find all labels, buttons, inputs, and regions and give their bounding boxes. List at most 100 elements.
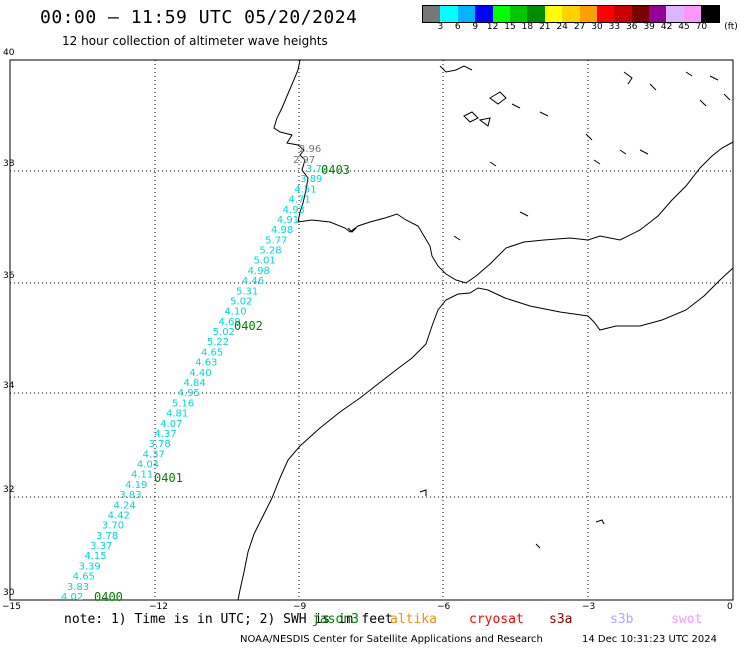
- colorbar-label: 9: [472, 22, 479, 32]
- colorbar-swatch: [579, 6, 597, 22]
- wave-height-label: 4.91: [277, 215, 299, 226]
- wave-height-label: 3.83: [119, 490, 141, 501]
- note-prefix: note: 1) Time is in UTC; 2) SWH is in fe…: [64, 612, 393, 627]
- map-subtitle: 12 hour collection of altimeter wave hei…: [62, 34, 328, 48]
- note-line: note: 1) Time is in UTC; 2) SWH is in fe…: [64, 612, 702, 627]
- wave-height-label: 4.15: [84, 551, 106, 562]
- wave-height-label: 4.42: [108, 510, 130, 521]
- wave-height-label: 3.72: [306, 164, 328, 175]
- colorbar-swatch: [492, 6, 510, 22]
- wave-height-label: 4.02: [61, 592, 83, 603]
- wave-height-label: 4.07: [160, 419, 182, 430]
- mission-jason3: jason3: [312, 612, 359, 627]
- wave-height-label: 4.40: [189, 368, 211, 379]
- longitude-tick: −12: [149, 602, 168, 612]
- colorbar-unit: (ft): [724, 22, 738, 32]
- wave-height-label: 4.93: [283, 205, 305, 216]
- wave-height-label: 2.97: [293, 155, 315, 166]
- wave-height-label: 4.95: [178, 388, 200, 399]
- colorbar-swatch: [544, 6, 563, 22]
- coastlines: [237, 59, 734, 601]
- colorbar-swatch: [423, 6, 441, 22]
- wave-height-label: 5.22: [207, 337, 229, 348]
- wave-height-label: 4.98: [248, 266, 270, 277]
- longitude-tick: −3: [582, 602, 596, 612]
- wave-height-label: 4.98: [271, 225, 293, 236]
- colorbar-label: 70: [695, 22, 708, 32]
- credit-line: NOAA/NESDIS Center for Satellite Applica…: [240, 634, 543, 645]
- colorbar-swatch: [440, 6, 458, 22]
- colorbar-swatch: [596, 6, 615, 22]
- wave-height-label: 3.83: [67, 582, 89, 593]
- colorbar-swatch: [666, 6, 684, 22]
- mission-altika: altika: [390, 612, 437, 627]
- colorbar-swatch: [683, 6, 702, 22]
- colorbar-swatch: [562, 6, 580, 22]
- colorbar-swatch: [701, 6, 719, 22]
- longitude-tick: −15: [2, 602, 21, 612]
- wave-height-label: 5.31: [236, 286, 258, 297]
- wave-height-label: 5.02: [230, 296, 252, 307]
- wave-height-label: 3.89: [300, 174, 322, 185]
- colorbar-swatch: [509, 6, 528, 22]
- colorbar-label: 24: [556, 22, 568, 32]
- latitude-tick: 40: [3, 48, 15, 58]
- longitude-tick: −6: [437, 602, 451, 612]
- colorbar-label: 12: [486, 22, 499, 32]
- colorbar-labels: 3 6 9 12 15 18 21 24 27 30 33 36 39 42 45 70 (ft): [422, 22, 740, 34]
- longitude-tick: −9: [293, 602, 307, 612]
- latitude-tick: 36: [3, 271, 15, 281]
- wave-height-label: 4.65: [201, 347, 223, 358]
- colorbar-swatch: [614, 6, 632, 22]
- wave-height-label: 5.16: [172, 398, 194, 409]
- wave-height-colorbar: [422, 5, 720, 23]
- colorbar-label: 21: [539, 22, 551, 32]
- colorbar-swatch: [457, 6, 476, 22]
- colorbar-label: 18: [521, 22, 534, 32]
- latitude-tick: 34: [3, 381, 15, 391]
- wave-height-label: 4.37: [154, 429, 176, 440]
- wave-height-label: 4.04: [137, 460, 159, 471]
- map-title: 00:00 – 11:59 UTC 05/20/2024: [40, 7, 358, 28]
- graticule: [10, 60, 733, 600]
- colorbar-swatch: [475, 6, 493, 22]
- wave-height-label: 5.02: [213, 327, 235, 338]
- colorbar-swatch: [649, 6, 667, 22]
- colorbar-label: 30: [591, 22, 603, 32]
- wave-height-label: 5.01: [254, 256, 276, 267]
- longitude-tick: 0: [727, 602, 733, 612]
- wave-height-label: 4.63: [195, 358, 217, 369]
- wave-height-label: 4.69: [219, 317, 241, 328]
- credit-timestamp: 14 Dec 10:31:23 UTC 2024: [582, 634, 717, 645]
- wave-height-label: 4.71: [289, 195, 311, 206]
- mission-cryosat: cryosat: [469, 612, 524, 627]
- wave-height-label: 4.24: [114, 500, 136, 511]
- colorbar-label: 33: [608, 22, 621, 32]
- map-frame: [9, 59, 734, 601]
- wave-height-label: 4.84: [184, 378, 206, 389]
- track-time-label: 0400: [94, 590, 123, 604]
- wave-height-label: 3.78: [96, 531, 118, 542]
- wave-height-label: 5.77: [265, 235, 287, 246]
- colorbar-label: 27: [573, 22, 586, 32]
- latitude-tick: 30: [3, 588, 15, 598]
- wave-height-label: 4.51: [294, 184, 316, 195]
- colorbar-swatch: [631, 6, 650, 22]
- wave-height-label: 4.46: [242, 276, 264, 287]
- wave-height-label: 4.65: [73, 572, 95, 583]
- wave-height-label: 5.28: [259, 246, 281, 257]
- colorbar-label: 36: [626, 22, 638, 32]
- mission-s3b: s3b: [610, 612, 634, 627]
- mission-swot: swot: [671, 612, 703, 627]
- wave-height-label: 3.39: [79, 561, 101, 572]
- colorbar-swatch: [527, 6, 545, 22]
- wave-height-label: 3.70: [102, 521, 124, 532]
- wave-height-label: 4.11: [131, 470, 153, 481]
- latitude-tick: 32: [3, 485, 15, 495]
- wave-height-label: 4.37: [143, 449, 165, 460]
- wave-height-label: 4.81: [166, 409, 188, 420]
- wave-height-label: 4.19: [125, 480, 147, 491]
- track-time-label: 0403: [321, 163, 350, 177]
- colorbar-label: 6: [454, 22, 461, 32]
